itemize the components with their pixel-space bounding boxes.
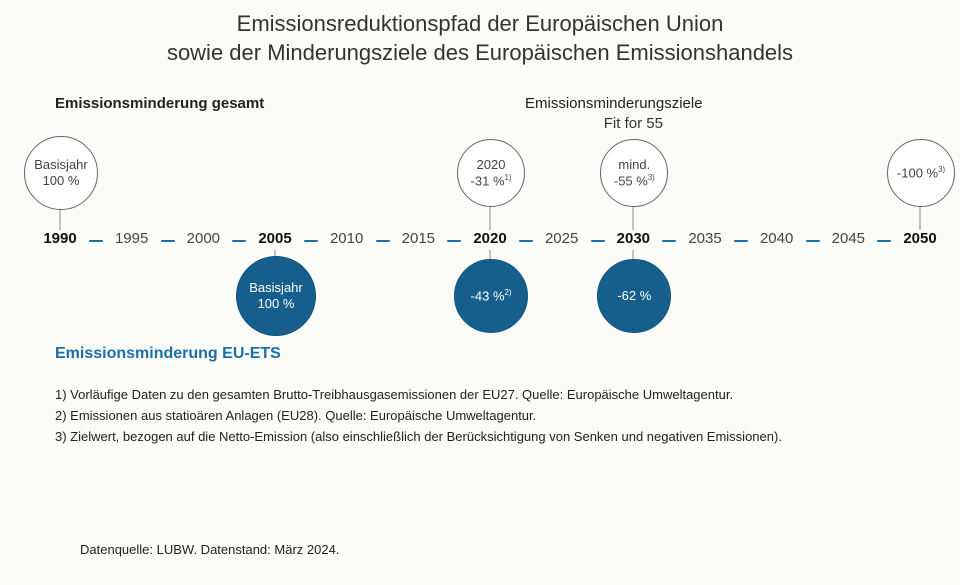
label-ziele: Emissionsminderungsziele	[525, 95, 703, 112]
dash	[89, 240, 103, 242]
bubble-bot-2030: -62 %	[597, 259, 671, 333]
title-line1: Emissionsreduktionspfad der Europäischen…	[237, 11, 724, 36]
label-gesamt: Emissionsminderung gesamt	[55, 95, 264, 112]
tick-2045: 2045	[832, 230, 865, 247]
tick-2020: 2020	[473, 230, 506, 247]
dash	[304, 240, 318, 242]
label-fit-for-55: Fit for 55	[604, 115, 663, 132]
bubble-top-2050: -100 %3)	[887, 139, 955, 207]
footnote-1: 1) Vorläufige Daten zu den gesamten Brut…	[55, 385, 905, 406]
dash	[591, 240, 605, 242]
tick-2010: 2010	[330, 230, 363, 247]
tick-1990: 1990	[43, 230, 76, 247]
stem	[490, 203, 491, 230]
bubble-bot-2005: Basisjahr100 %	[236, 256, 316, 336]
chart-title: Emissionsreduktionspfad der Europäischen…	[0, 10, 960, 67]
bubble-bot-2020: -43 %2)	[454, 259, 528, 333]
dash	[877, 240, 891, 242]
tick-2035: 2035	[688, 230, 721, 247]
title-line2: sowie der Minderungsziele des Europäisch…	[167, 40, 793, 65]
dash	[376, 240, 390, 242]
tick-2015: 2015	[402, 230, 435, 247]
stem	[920, 203, 921, 230]
dash	[519, 240, 533, 242]
dash	[806, 240, 820, 242]
dash	[161, 240, 175, 242]
tick-1995: 1995	[115, 230, 148, 247]
dash	[447, 240, 461, 242]
tick-2025: 2025	[545, 230, 578, 247]
bubble-top-1990: Basisjahr100 %	[24, 136, 98, 210]
tick-2000: 2000	[187, 230, 220, 247]
label-eu-ets: Emissionsminderung EU-ETS	[55, 345, 281, 363]
stem	[633, 203, 634, 230]
bubble-top-2020: 2020-31 %1)	[457, 139, 525, 207]
dash	[662, 240, 676, 242]
dash	[232, 240, 246, 242]
footnote-2: 2) Emissionen aus statioären Anlagen (EU…	[55, 406, 905, 427]
tick-2005: 2005	[258, 230, 291, 247]
tick-2030: 2030	[617, 230, 650, 247]
footnotes: 1) Vorläufige Daten zu den gesamten Brut…	[55, 385, 905, 447]
data-source: Datenquelle: LUBW. Datenstand: März 2024…	[80, 542, 339, 557]
footnote-3: 3) Zielwert, bezogen auf die Netto-Emiss…	[55, 427, 905, 448]
tick-2050: 2050	[903, 230, 936, 247]
tick-2040: 2040	[760, 230, 793, 247]
dash	[734, 240, 748, 242]
bubble-top-2030: mind.-55 %3)	[600, 139, 668, 207]
